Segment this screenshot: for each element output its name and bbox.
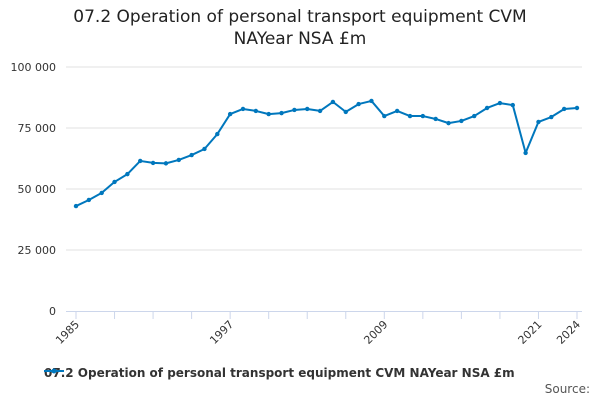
data-point — [240, 106, 246, 112]
data-point — [112, 179, 117, 185]
data-point — [369, 98, 374, 104]
y-tick-label: 100 000 — [11, 61, 57, 74]
data-point — [227, 111, 233, 117]
x-tick-label: 2024 — [554, 318, 583, 347]
chart-title: 07.2 Operation of personal transport equ… — [0, 6, 600, 50]
data-point — [202, 146, 207, 152]
data-point — [510, 102, 515, 108]
x-tick-label: 1985 — [53, 318, 82, 347]
data-point — [73, 203, 79, 209]
y-tick-label: 25 000 — [18, 244, 57, 257]
data-point — [292, 107, 297, 113]
data-point — [138, 158, 143, 164]
data-point — [497, 100, 503, 106]
data-point — [446, 120, 451, 126]
y-tick-label: 0 — [49, 305, 56, 318]
data-point — [549, 114, 554, 120]
data-point — [330, 99, 336, 105]
data-point — [305, 106, 310, 112]
legend-label: 07.2 Operation of personal transport equ… — [44, 366, 515, 380]
data-point — [215, 131, 220, 137]
y-tick-label: 75 000 — [18, 122, 57, 135]
data-point — [536, 119, 541, 125]
data-point — [407, 113, 413, 119]
data-point — [176, 157, 181, 163]
data-point — [459, 118, 464, 124]
series-line — [75, 99, 578, 207]
x-tick-label: 2021 — [516, 318, 545, 347]
data-point — [125, 171, 130, 177]
data-point — [279, 110, 284, 116]
data-point — [266, 111, 271, 117]
y-tick-label: 50 000 — [18, 183, 57, 196]
data-point — [343, 109, 348, 115]
data-point — [561, 106, 567, 112]
legend-marker-icon — [44, 368, 64, 374]
data-point — [189, 152, 194, 158]
x-tick-label: 1997 — [207, 318, 236, 347]
source-label: Source: — [544, 382, 590, 396]
data-point — [394, 108, 400, 114]
data-point — [253, 108, 259, 114]
data-point — [86, 197, 92, 203]
data-point — [382, 113, 387, 119]
data-point — [163, 161, 169, 166]
data-point — [150, 160, 156, 166]
data-point — [523, 150, 528, 156]
legend-item[interactable]: 07.2 Operation of personal transport equ… — [44, 366, 515, 380]
data-point — [433, 116, 438, 122]
data-point — [574, 105, 580, 111]
data-point — [99, 190, 104, 196]
data-point — [472, 113, 477, 119]
data-point — [484, 105, 490, 111]
data-point — [356, 101, 361, 107]
data-point — [420, 113, 426, 119]
title-line-1: 07.2 Operation of personal transport equ… — [73, 7, 527, 27]
title-line-2: NAYear NSA £m — [233, 29, 367, 49]
x-tick-label: 2009 — [361, 318, 390, 347]
data-point — [317, 108, 323, 114]
